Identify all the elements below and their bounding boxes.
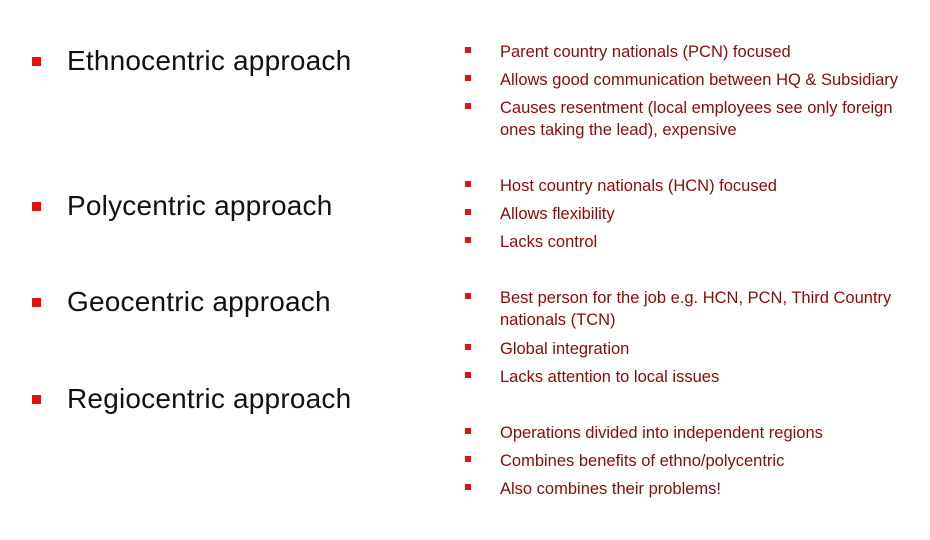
detail-text: Parent country nationals (PCN) focused [500, 43, 791, 61]
square-bullet-icon [465, 484, 471, 490]
detail-point: Allows good communication between HQ & S… [465, 69, 920, 91]
detail-text: Lacks control [500, 233, 598, 251]
approach-label: Geocentric approach [67, 286, 331, 317]
square-bullet-icon [32, 394, 41, 404]
detail-text: Allows flexibility [500, 205, 615, 223]
detail-point: Allows flexibility [465, 203, 920, 225]
detail-point: Host country nationals (HCN) focused [465, 175, 920, 197]
detail-point: Global integration [465, 338, 920, 360]
detail-point: Operations divided into independent regi… [465, 422, 920, 444]
square-bullet-icon [32, 297, 41, 307]
approach-polycentric: Polycentric approach [32, 186, 332, 226]
detail-point: Lacks control [465, 231, 920, 253]
square-bullet-icon [465, 75, 471, 81]
detail-text: Best person for the job e.g. HCN, PCN, T… [500, 289, 892, 329]
square-bullet-icon [32, 56, 41, 66]
detail-text: Lacks attention to local issues [500, 368, 720, 386]
square-bullet-icon [465, 344, 471, 350]
square-bullet-icon [465, 456, 471, 462]
approach-label: Regiocentric approach [67, 383, 352, 414]
square-bullet-icon [465, 103, 471, 109]
square-bullet-icon [465, 293, 471, 299]
detail-text: Allows good communication between HQ & S… [500, 71, 899, 89]
square-bullet-icon [465, 181, 471, 187]
approach-regiocentric: Regiocentric approach [32, 379, 351, 419]
detail-text: Operations divided into independent regi… [500, 424, 823, 442]
detail-point: Lacks attention to local issues [465, 366, 920, 388]
square-bullet-icon [465, 47, 471, 53]
detail-point: Parent country nationals (PCN) focused [465, 41, 920, 63]
square-bullet-icon [465, 237, 471, 243]
detail-text: Combines benefits of ethno/polycentric [500, 452, 785, 470]
approach-label: Ethnocentric approach [67, 45, 352, 76]
square-bullet-icon [465, 428, 471, 434]
detail-text: Global integration [500, 340, 630, 358]
detail-text: Also combines their problems! [500, 480, 722, 498]
approach-geocentric: Geocentric approach [32, 282, 331, 322]
detail-text: Host country nationals (HCN) focused [500, 177, 777, 195]
square-bullet-icon [465, 372, 471, 378]
detail-point: Best person for the job e.g. HCN, PCN, T… [465, 287, 910, 331]
detail-text: Causes resentment (local employees see o… [500, 99, 893, 139]
approach-label: Polycentric approach [67, 190, 333, 221]
detail-point: Also combines their problems! [465, 478, 920, 500]
detail-point: Combines benefits of ethno/polycentric [465, 450, 920, 472]
detail-point: Causes resentment (local employees see o… [465, 97, 910, 141]
square-bullet-icon [465, 209, 471, 215]
square-bullet-icon [32, 201, 41, 211]
approach-ethnocentric: Ethnocentric approach [32, 41, 351, 81]
